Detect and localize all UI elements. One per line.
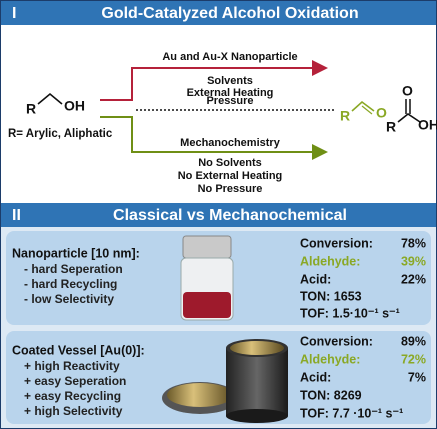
condition: Pressure [206, 95, 253, 107]
card-item: + easy Seperation [24, 374, 126, 388]
section-numeral: I [12, 5, 16, 22]
bond [37, 92, 63, 105]
stat-label: Aldehyde: [300, 352, 360, 366]
bond [351, 100, 375, 112]
tof: TOF: 7.7 ·10⁻¹ s⁻¹ [300, 406, 403, 420]
chem-label: R [340, 108, 350, 124]
card-item: + high Selectivity [24, 404, 123, 418]
condition: Au and Au-X Nanoparticle [162, 51, 297, 63]
section-numeral: II [12, 207, 21, 224]
card-item: + high Reactivity [24, 359, 120, 373]
condition: No External Heating [178, 170, 283, 182]
arrow-classical [100, 60, 328, 101]
section-title: Classical vs Mechanochemical [113, 207, 347, 224]
bond [397, 113, 421, 123]
condition: No Pressure [198, 183, 263, 195]
stat-value: 39% [401, 254, 426, 268]
chem-label: R [26, 101, 36, 117]
bond [361, 105, 373, 115]
stat-label: Acid: [300, 370, 331, 384]
stat-value: 7% [408, 370, 426, 384]
section-header [1, 1, 436, 25]
stat-label: Conversion: [300, 334, 373, 348]
condition: External Heating [187, 87, 274, 99]
chem-label: O [402, 83, 413, 99]
stat-value: 72% [401, 352, 426, 366]
condition: Mechanochemistry [180, 137, 281, 149]
chem-label: R [386, 119, 396, 135]
chem-label: O [376, 105, 387, 121]
condition: No Solvents [198, 157, 262, 169]
stat-value: 89% [401, 334, 426, 348]
stat-label: Aldehyde: [300, 254, 360, 268]
card-title: Coated Vessel [Au(0)]: [12, 343, 145, 357]
coated-vessel [162, 339, 288, 423]
stat-value: 78% [401, 236, 426, 250]
stat-label: Conversion: [300, 236, 373, 250]
ton: TON: 8269 [300, 388, 362, 402]
card-item: - hard Recycling [24, 277, 117, 291]
chem-label: OH [418, 117, 437, 133]
stat-value: 22% [401, 272, 426, 286]
section-title: Gold-Catalyzed Alcohol Oxidation [101, 5, 358, 22]
ton: TON: 1653 [300, 289, 362, 303]
chem-label: OH [64, 98, 85, 114]
vial [180, 235, 234, 321]
r-definition: R= Arylic, Aliphatic [8, 128, 113, 140]
card-title: Nanoparticle [10 nm]: [12, 246, 140, 260]
tof: TOF: 1.5·10⁻¹ s⁻¹ [300, 306, 400, 320]
stat-label: Acid: [300, 272, 331, 286]
section-header [1, 203, 436, 227]
card-item: - low Selectivity [24, 292, 114, 306]
card-item: + easy Recycling [24, 389, 121, 403]
card-item: - hard Seperation [24, 262, 123, 276]
card [6, 331, 431, 424]
condition: Solvents [207, 75, 253, 87]
arrow-mechano [100, 116, 328, 160]
